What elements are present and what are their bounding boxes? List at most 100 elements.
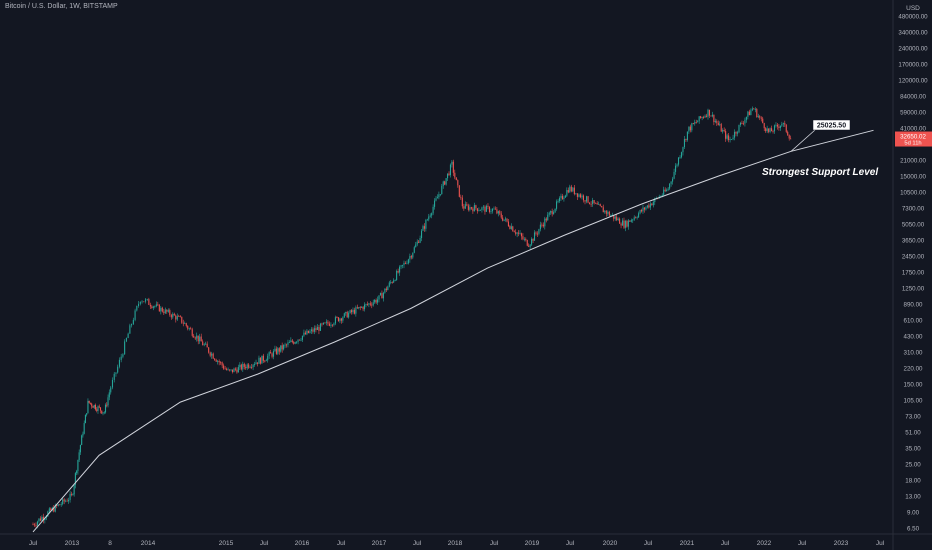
candle-body xyxy=(703,117,705,118)
candle-body xyxy=(382,292,384,299)
candle-body xyxy=(602,207,604,213)
candle-body xyxy=(330,324,332,326)
candle-body xyxy=(779,125,781,128)
candle-body xyxy=(394,280,396,281)
candle-body xyxy=(131,324,133,326)
candle-body xyxy=(708,109,711,116)
candle-body xyxy=(470,207,472,209)
candle-body xyxy=(479,209,481,211)
candle-body xyxy=(136,306,138,311)
candle-body xyxy=(91,403,93,407)
candle-body xyxy=(315,328,317,331)
candle-body xyxy=(422,226,424,231)
candle-body xyxy=(645,207,647,210)
candle-body xyxy=(538,229,540,234)
candle-body xyxy=(679,157,681,159)
candle-body xyxy=(410,256,412,258)
candle-body xyxy=(441,185,443,195)
time-tick-label: Jul xyxy=(29,540,38,547)
candle-body xyxy=(48,508,50,512)
candle-body xyxy=(683,139,686,148)
candle-body xyxy=(200,336,202,342)
candle-body xyxy=(553,212,555,215)
candle-body xyxy=(270,352,272,354)
candle-body xyxy=(632,219,634,221)
candle-body xyxy=(510,226,512,229)
candle-body xyxy=(719,124,721,125)
candle-body xyxy=(191,329,193,336)
time-tick-label: 2020 xyxy=(603,540,618,547)
candle-body xyxy=(167,310,169,312)
candle-body xyxy=(735,131,737,134)
candle-body xyxy=(461,197,463,207)
candle-body xyxy=(104,404,107,413)
candle-body xyxy=(115,372,117,374)
candle-body xyxy=(741,122,743,124)
candle-body xyxy=(507,221,510,227)
price-tick-label: 6.50 xyxy=(907,526,920,533)
candle-body xyxy=(482,206,484,208)
candle-body xyxy=(629,220,631,222)
candle-body xyxy=(452,161,454,173)
candle-body xyxy=(76,471,78,474)
last-price-badge xyxy=(895,131,932,147)
candle-body xyxy=(78,452,80,460)
candle-body xyxy=(513,231,515,233)
candle-body xyxy=(557,201,559,202)
candle-body xyxy=(256,362,259,364)
candle-body xyxy=(697,121,699,123)
candle-body xyxy=(356,307,358,309)
candle-body xyxy=(307,330,309,334)
candle-body xyxy=(630,220,632,222)
candle-body xyxy=(106,404,108,406)
candle-body xyxy=(345,311,347,314)
candle-body xyxy=(42,516,44,520)
candle-body xyxy=(677,157,680,165)
candle-body xyxy=(596,203,598,205)
candle-body xyxy=(515,232,517,234)
candle-body xyxy=(608,211,610,216)
candle-body xyxy=(352,309,354,313)
candle-body xyxy=(146,299,148,300)
candle-body xyxy=(763,123,765,129)
price-tick-label: 84000.00 xyxy=(900,94,926,101)
candle-body xyxy=(155,304,157,307)
candle-body xyxy=(525,238,527,241)
candle-body xyxy=(442,181,444,186)
callout-pointer xyxy=(790,129,816,152)
candle-body xyxy=(208,347,210,353)
candle-body xyxy=(518,232,520,234)
candle-body xyxy=(467,205,469,210)
candle-body xyxy=(584,200,586,202)
candle-body xyxy=(361,306,363,308)
candle-body xyxy=(94,404,97,410)
candle-body xyxy=(185,323,187,326)
candle-body xyxy=(713,114,715,123)
candle-body xyxy=(619,218,621,224)
candle-body xyxy=(784,123,786,125)
candle-body xyxy=(523,238,525,240)
candle-body xyxy=(720,124,722,132)
candle-body xyxy=(790,138,792,140)
candle-body xyxy=(32,524,34,526)
price-tick-label: 340000.00 xyxy=(898,30,928,37)
candle-body xyxy=(221,362,223,366)
candle-body xyxy=(287,342,289,345)
candle-body xyxy=(366,304,368,305)
candle-body xyxy=(680,152,683,158)
candle-body xyxy=(69,493,71,500)
candle-body xyxy=(97,406,99,411)
candle-body xyxy=(675,165,677,172)
candle-body xyxy=(324,322,326,324)
candle-body xyxy=(686,131,688,141)
candle-body xyxy=(371,304,373,306)
candle-body xyxy=(723,130,725,132)
candle-body xyxy=(493,208,495,210)
candle-body xyxy=(231,369,234,373)
candle-body xyxy=(745,116,747,120)
candle-body xyxy=(748,111,750,116)
candle-body xyxy=(359,307,361,308)
